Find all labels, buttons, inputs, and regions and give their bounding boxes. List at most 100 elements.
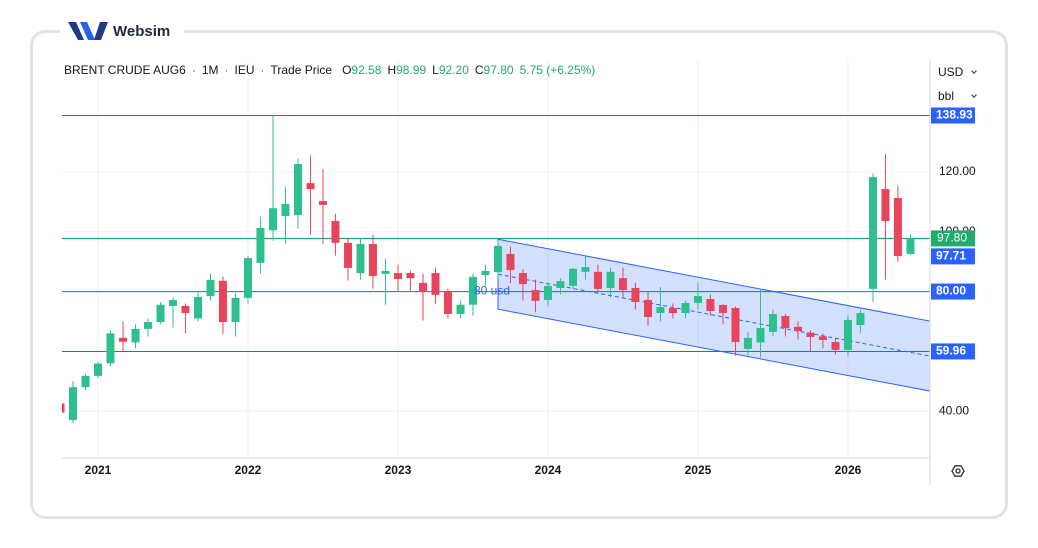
candle-body xyxy=(231,297,240,323)
change: 5.75 (+6.25%) xyxy=(519,63,596,77)
candle-body xyxy=(869,177,878,289)
candle-body xyxy=(719,305,728,314)
candle-body xyxy=(381,270,390,274)
exchange: IEU xyxy=(218,63,254,77)
candle-body xyxy=(62,403,65,413)
x-tick-label: 2021 xyxy=(85,463,112,477)
level-box xyxy=(931,283,975,300)
unit-select[interactable]: bbl xyxy=(938,89,955,103)
candle-body xyxy=(494,245,503,273)
candle-body xyxy=(743,337,752,349)
symbol: BRENT CRUDE AUG6 xyxy=(64,63,186,77)
candle-body xyxy=(693,296,702,303)
legend-key: C xyxy=(474,63,484,77)
candle-body xyxy=(269,208,278,231)
legend-value: 92.20 xyxy=(438,63,469,77)
candle-body xyxy=(443,290,452,314)
level-label: 97.71 xyxy=(936,249,966,263)
plot-area xyxy=(62,60,930,458)
settings-icon[interactable] xyxy=(951,465,965,477)
chart-header: BRENT CRUDE AUG6 1M IEU Trade Price O92.… xyxy=(64,63,595,77)
candle-body xyxy=(318,201,327,205)
currency-select[interactable]: USD xyxy=(938,65,964,79)
candle-body xyxy=(243,258,252,298)
legend-value: 98.99 xyxy=(396,63,427,77)
candle-body xyxy=(856,313,865,326)
x-tick-label: 2023 xyxy=(385,463,412,477)
candle-body xyxy=(456,304,465,314)
candle-body xyxy=(618,278,627,291)
legend-value: 92.58 xyxy=(351,63,382,77)
channel-midline xyxy=(497,273,930,357)
candle-body xyxy=(906,238,915,254)
candle-body xyxy=(143,322,152,329)
last-price-box xyxy=(931,230,975,247)
candle-body xyxy=(194,296,203,319)
candle-body xyxy=(781,316,790,329)
candle-body xyxy=(531,290,540,301)
candle-body xyxy=(768,313,777,332)
candle-body xyxy=(131,328,140,343)
legend-value: 97.80 xyxy=(483,63,514,77)
candle-body xyxy=(281,204,290,216)
candle-body xyxy=(543,285,552,300)
x-tick-label: 2022 xyxy=(235,463,262,477)
candle-body xyxy=(256,227,265,263)
candle-body xyxy=(406,273,415,279)
candle-body xyxy=(468,276,477,305)
candle-body xyxy=(393,273,402,280)
level-box xyxy=(931,343,975,360)
level-box xyxy=(931,248,975,265)
candle-body xyxy=(81,375,90,388)
candle-body xyxy=(831,342,840,350)
price-type: Trade Price xyxy=(255,63,333,77)
candle-body xyxy=(556,281,565,288)
level-label: 80.00 xyxy=(936,284,966,298)
x-tick-label: 2025 xyxy=(685,463,712,477)
candle-body xyxy=(593,271,602,289)
candle-body xyxy=(206,279,215,297)
legend-key: H xyxy=(387,63,397,77)
candle-body xyxy=(843,319,852,350)
y-tick-label: 120.00 xyxy=(939,164,976,178)
candle-body xyxy=(731,308,740,343)
interval: 1M xyxy=(186,63,219,77)
candle-body xyxy=(806,332,815,337)
level-box xyxy=(931,107,975,124)
candle-body xyxy=(331,221,340,243)
brand: Websim xyxy=(113,23,170,40)
ohlc-legend: O 92.58 H 98.99 L 92.20 C 97.80 xyxy=(332,63,514,77)
candle-body xyxy=(656,307,665,314)
candle-body xyxy=(68,387,77,421)
last-price-label: 97.80 xyxy=(937,231,967,245)
legend-key: O xyxy=(342,63,352,77)
candle-body xyxy=(419,282,428,292)
candle-body xyxy=(481,270,490,276)
candle-body xyxy=(893,198,902,257)
candle-body xyxy=(681,302,690,314)
candle-body xyxy=(818,336,827,340)
level-label: 59.96 xyxy=(936,344,966,358)
candle-body xyxy=(631,287,640,303)
x-tick-label: 2026 xyxy=(835,463,862,477)
candle-body xyxy=(156,304,165,323)
candle-body xyxy=(881,189,890,222)
candle-body xyxy=(218,280,227,323)
y-tick-label: 40.00 xyxy=(939,403,969,417)
candle-body xyxy=(106,333,115,364)
level-label: 138.93 xyxy=(936,108,973,122)
candle-body xyxy=(518,273,527,285)
candle-body xyxy=(431,273,440,295)
candle-body xyxy=(668,308,677,314)
candle-body xyxy=(168,299,177,306)
candle-body xyxy=(644,299,653,317)
candle-body xyxy=(606,271,615,288)
candle-body xyxy=(356,244,365,274)
candle-body xyxy=(344,242,353,268)
legend-key: L xyxy=(432,63,439,77)
candle-body xyxy=(506,253,515,271)
candle-body xyxy=(581,267,590,272)
candle-body xyxy=(569,268,578,286)
